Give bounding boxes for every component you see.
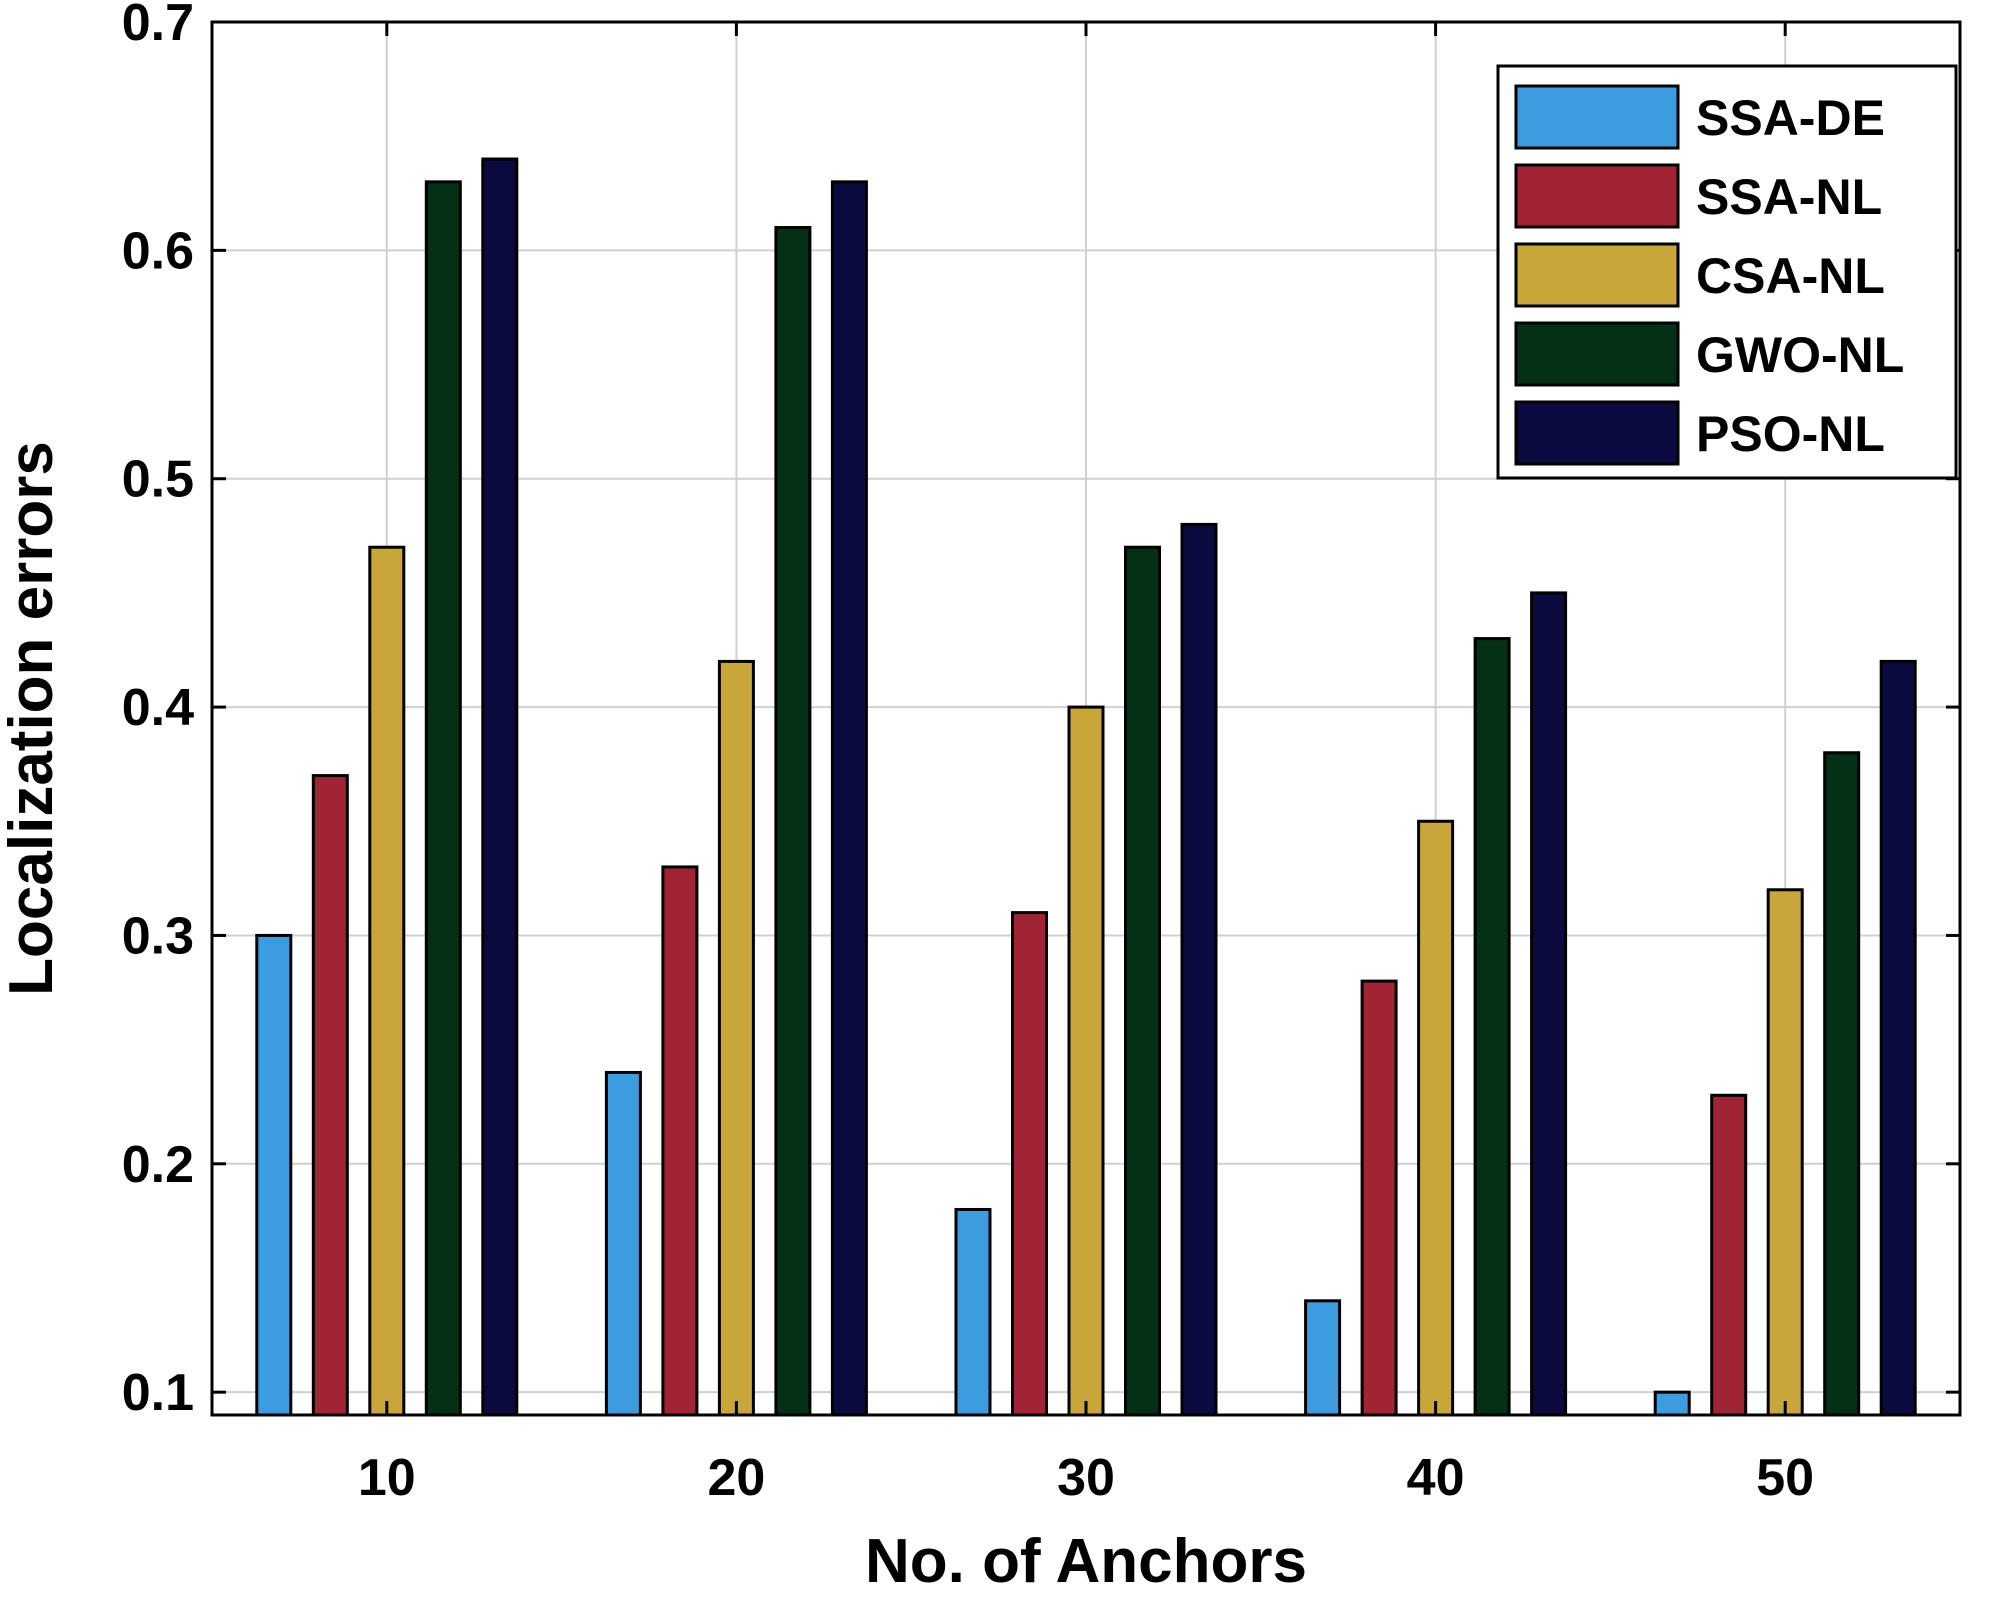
bar-gwo-nl-20 [774,226,812,1417]
y-tick-label: 0.5 [122,451,194,509]
axis-ticks: 0.1 0.2 0.3 0.4 0.5 0.6 0.7 10 20 30 40 50 [122,0,1960,1507]
legend-label: GWO-NL [1696,327,1904,383]
y-tick-label: 0.2 [122,1136,194,1194]
legend-label: SSA-DE [1696,90,1885,146]
bar-ssa-de-50 [1653,1390,1691,1417]
legend-label: SSA-NL [1696,169,1882,225]
bar-ssa-de-30 [954,1207,992,1417]
bar-csa-nl-30 [1067,705,1105,1417]
legend: SSA-DE SSA-NL CSA-NL GWO-NL PSO-NL [1496,64,1958,480]
x-tick-label: 40 [1407,1449,1465,1507]
bar-gwo-nl-40 [1473,637,1511,1417]
x-tick-label: 50 [1756,1449,1814,1507]
legend-label: CSA-NL [1696,248,1885,304]
legend-swatch [1514,163,1680,229]
bar-gwo-nl-50 [1823,751,1861,1417]
bar-gwo-nl-30 [1124,545,1161,1417]
x-tick-label: 30 [1057,1449,1115,1507]
bar-pso-nl-40 [1530,591,1568,1417]
bar-ssa-nl-40 [1360,979,1398,1417]
bar-group [255,157,1917,1417]
bar-ssa-nl-50 [1710,1093,1748,1417]
y-tick-label: 0.4 [122,679,194,737]
bar-ssa-nl-20 [661,865,699,1417]
bar-ssa-de-20 [604,1070,642,1417]
bar-csa-nl-40 [1417,819,1455,1417]
bar-gwo-nl-10 [424,180,462,1417]
bar-ssa-nl-30 [1011,911,1048,1417]
bar-csa-nl-50 [1766,888,1804,1417]
x-tick-label: 20 [707,1449,765,1507]
bar-pso-nl-50 [1879,659,1917,1417]
y-tick-label: 0.6 [122,222,194,280]
legend-swatch [1514,321,1680,387]
bar-pso-nl-20 [830,180,868,1417]
bar-pso-nl-30 [1180,522,1218,1417]
bar-csa-nl-10 [368,545,406,1417]
y-tick-label: 0.1 [122,1364,194,1422]
x-axis-title: No. of Anchors [865,1527,1307,1596]
legend-swatch [1514,84,1680,150]
bar-ssa-nl-10 [311,774,349,1417]
legend-swatch [1514,242,1680,308]
legend-swatch [1514,400,1680,466]
bar-csa-nl-20 [717,659,755,1417]
x-tick-label: 10 [358,1449,416,1507]
y-tick-label: 0.7 [122,0,194,52]
bar-ssa-de-10 [255,933,293,1417]
bar-pso-nl-10 [481,157,519,1417]
y-axis-title: Localization errors [0,441,66,996]
legend-label: PSO-NL [1696,406,1885,462]
bar-ssa-de-40 [1304,1299,1342,1417]
y-tick-label: 0.3 [122,907,194,965]
